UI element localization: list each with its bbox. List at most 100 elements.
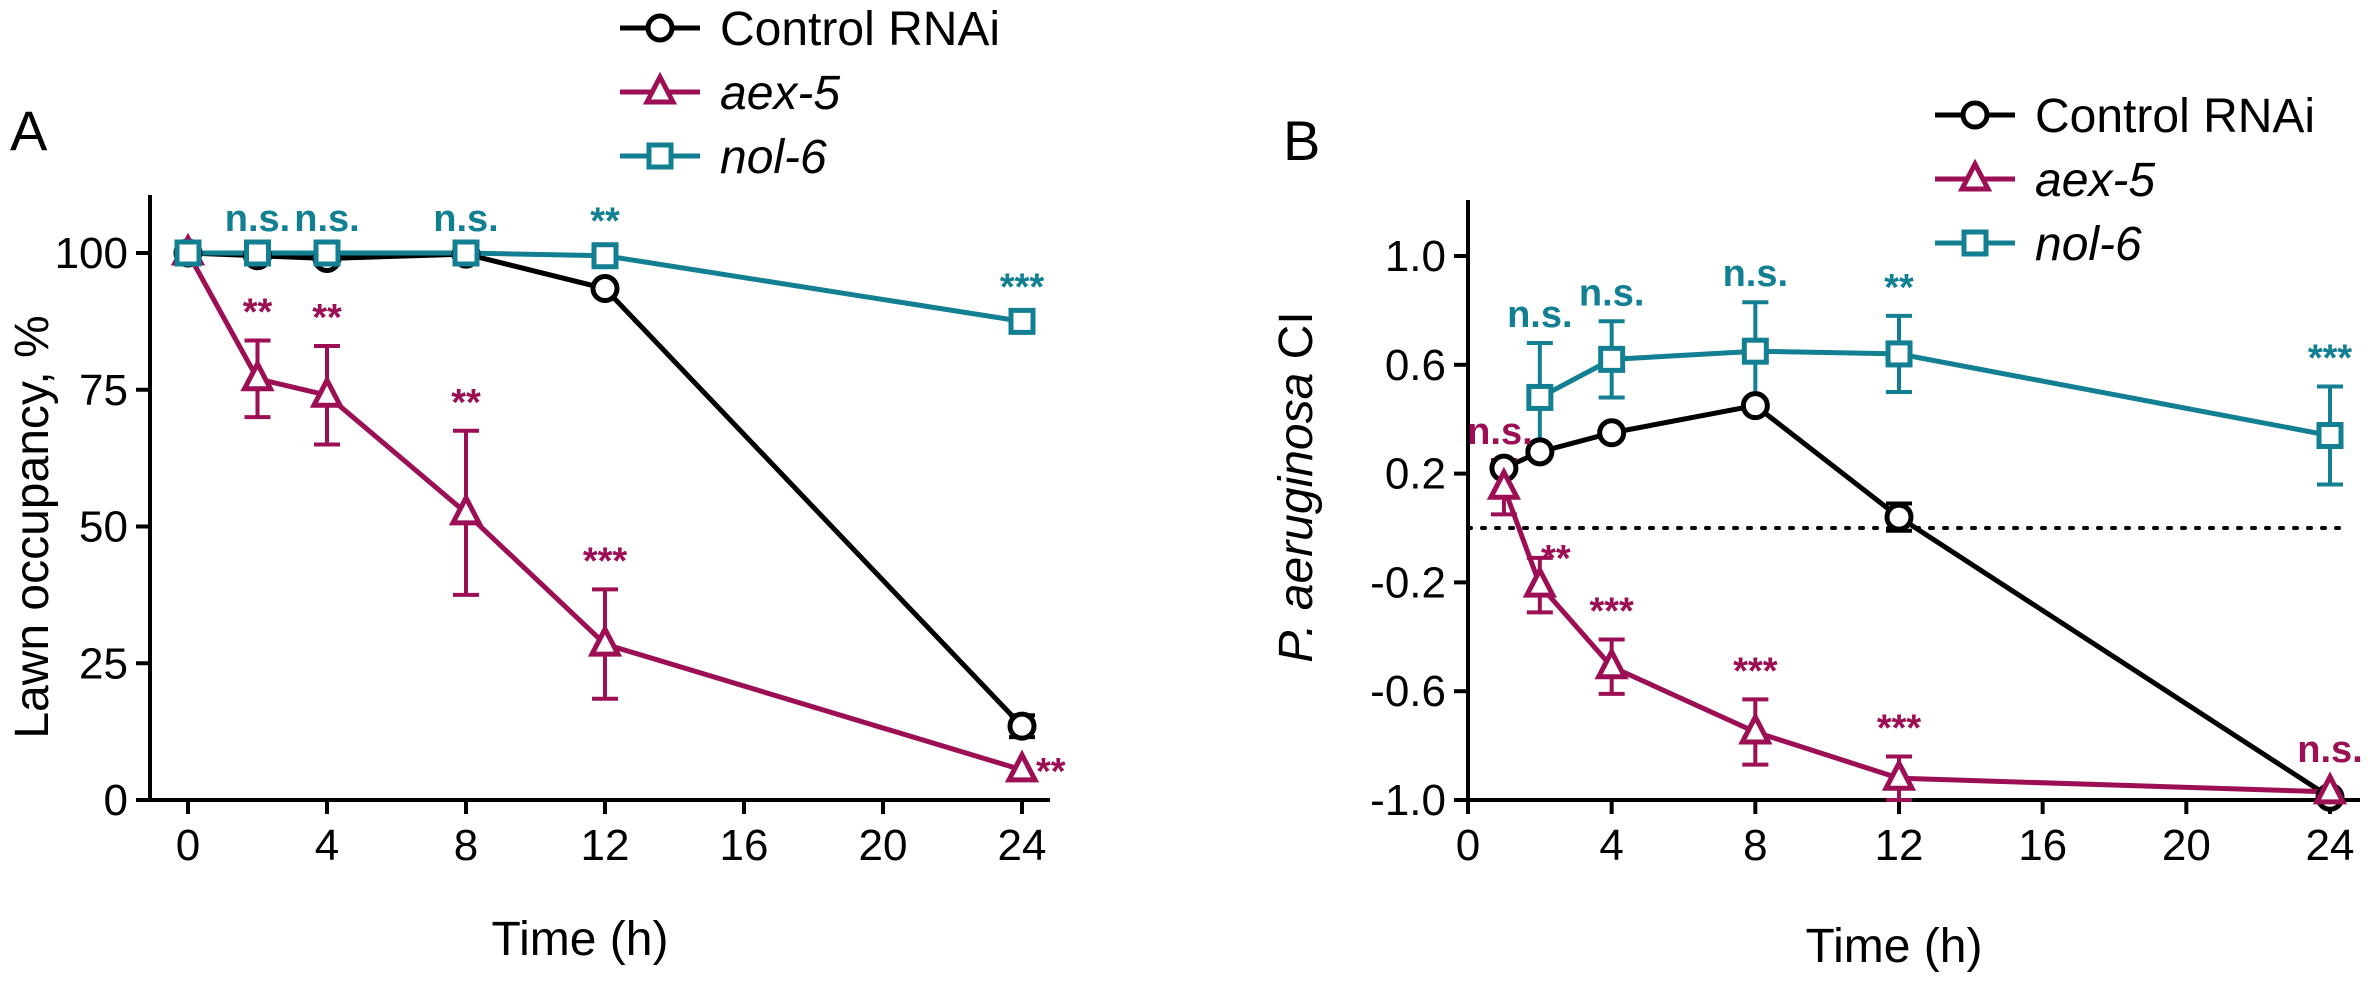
legend-b-label-2: nol-6 [2035,218,2142,271]
panel-b-series-2-point [1526,383,1554,411]
panel-b-series-1-point [1738,711,1773,745]
panel-b-series-0-point [1525,437,1555,467]
panel-b-series-2-point [1885,340,1913,368]
legend-b: Control RNAi aex-5 nol-6 [1935,90,2315,271]
panel-b-xtick-label: 16 [2018,821,2067,870]
panel-b-series-2-significance-label: n.s. [1579,272,1644,314]
panel-b-series-1-line [1501,486,2331,795]
legend-b-marker-1 [1957,158,1993,192]
panel-a-series-1-significance-label: *** [583,540,628,582]
panel-a-xtick-label: 20 [859,821,908,870]
panel-b: B Control RNAi aex-5 nol-6 -1.0 -0.6 -0.2 0.2… [1270,90,2363,973]
panel-a-series-2-point [244,239,271,267]
panel-b-series-1-point [1486,466,1522,500]
panel-a-series-2-significance-label: n.s. [294,198,359,240]
panel-a-series-1-point [587,623,623,657]
legend-b-marker-2 [1961,229,1989,257]
legend-a-label-1: aex-5 [720,67,840,120]
panel-a-series-2-significance-label: ** [590,201,620,243]
panel-a-ytick-label: 100 [55,229,128,278]
panel-b-series-2-significance-label: n.s. [1723,253,1788,295]
legend-a: Control RNAi aex-5 nol-6 [620,3,1000,184]
legend-b-marker-0 [1960,100,1990,130]
panel-b-ytick-label: -1.0 [1370,776,1446,825]
panel-a-series-0-point [1007,711,1037,741]
panel-b-xtick-label: 4 [1599,821,1623,870]
panel-a-xtick-label: 24 [998,821,1047,870]
panel-a-series-2-significance-label: n.s. [225,198,290,240]
panel-a-series-1-point [309,374,345,408]
panel-a-series-1-significance-label: ** [243,292,273,334]
panel-b-series-1-point [1594,646,1629,680]
panel-b-series-1-point [2312,771,2348,805]
panel-b-letter: B [1283,109,1320,172]
panel-b-xtick-label: 0 [1456,821,1480,870]
panel-a-ytick-label: 25 [79,639,128,688]
panel-a-series-2-significance-label: *** [1000,266,1045,308]
panel-a-xtick-label: 8 [454,821,478,870]
panel-a-series-2-significance-label: n.s. [433,198,498,240]
panel-a-x-axis-label: Time (h) [492,913,669,966]
panel-a-xtick-label: 4 [315,821,339,870]
panel-a-series-2-point [1008,307,1036,335]
panel-b-series-1-significance-label: n.s. [2297,729,2362,771]
panel-a-series-0-point [590,274,620,304]
panel-a-ytick-label: 0 [104,776,128,825]
panel-b-series-1-point [1881,757,1917,791]
panel-b-series-2-significance-label: ** [1884,267,1914,309]
panel-b-xtick-label: 12 [1875,821,1924,870]
panel-a-y-axis-label: Lawn occupancy, % [6,315,59,738]
panel-a-series-1-significance-label: ** [1036,751,1066,793]
panel-b-xtick-label: 8 [1743,821,1767,870]
panel-a-ytick-label: 75 [79,366,128,415]
panel-a-series-1-point [1004,749,1040,783]
legend-a-marker-0 [645,13,675,43]
panel-b-series-1-significance-label: ** [1541,538,1571,580]
panel-b-series-2-significance-label: *** [2308,338,2353,380]
panel-b-ytick-label: 0.6 [1385,341,1446,390]
panel-b-ytick-label: 1.0 [1385,232,1446,281]
panel-b-y-axis-label-rest: CI [1270,311,1323,372]
panel-b-series-0-point [1884,502,1914,532]
panel-b-series-2-point [2316,422,2344,450]
panel-b-xtick-label: 24 [2306,821,2355,870]
panel-a-ytick-label: 50 [79,503,128,552]
panel-b-series-1-significance-label: *** [1589,591,1634,633]
panel-a-series-1-significance-label: ** [312,297,342,339]
legend-a-marker-1 [642,71,678,105]
legend-a-marker-2 [646,142,674,170]
panel-a-xtick-label: 12 [581,821,630,870]
panel-a-series-1-point [448,492,484,526]
panel-b-xtick-label: 20 [2162,821,2211,870]
panel-a-xtick-label: 0 [176,821,200,870]
panel-b-y-axis-label: P. aeruginosa CI [1270,311,1323,662]
panel-b-series-1-point [1522,564,1557,598]
panel-a-xtick-label: 16 [720,821,769,870]
panel-b-series-0-point [1740,391,1770,421]
panel-a-series-2-point [174,239,202,267]
legend-a-label-2: nol-6 [720,131,827,184]
panel-b-y-axis-label-italic: P. aeruginosa [1270,373,1323,663]
panel-a: A Control RNAi aex-5 nol-6 0 25 50 75 100 0 4 8 12… [6,3,1066,966]
panel-b-series-1-significance-label: *** [1877,707,1922,749]
panel-b-ytick-label: -0.2 [1370,558,1446,607]
legend-a-label-0: Control RNAi [720,3,1000,56]
panel-a-series-2-point [591,242,619,270]
panel-a-series-1-line [185,251,1023,773]
panel-a-letter: A [10,99,48,162]
panel-b-series-2-point [1741,337,1769,365]
panel-b-series-1-significance-label: *** [1733,650,1778,692]
panel-b-ytick-label: 0.2 [1385,450,1446,499]
legend-b-label-0: Control RNAi [2035,90,2315,143]
panel-b-series-2-point [1598,345,1626,373]
panel-a-series-2-point [313,239,341,267]
panel-a-series-2-point [452,239,480,267]
panel-b-series-2-significance-label: n.s. [1507,294,1572,336]
panel-a-series-1-significance-label: ** [451,382,481,424]
panel-b-series-0-point [1597,418,1627,448]
panel-b-x-axis-label: Time (h) [1806,920,1983,973]
panel-b-ytick-label: -0.6 [1370,667,1446,716]
legend-b-label-1: aex-5 [2035,154,2155,207]
panel-a-series-1-point [240,358,275,392]
